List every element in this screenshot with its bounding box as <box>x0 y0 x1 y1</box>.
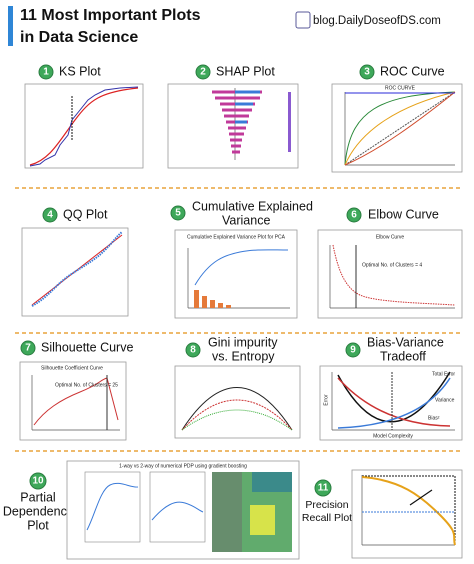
title-accent <box>8 6 13 46</box>
panel-title: Tradeoff <box>380 349 426 363</box>
badge-number: 3 <box>364 67 370 78</box>
title-line-1: 11 Most Important Plots <box>20 7 201 24</box>
badge <box>20 340 36 356</box>
panel-title: vs. Entropy <box>212 349 275 363</box>
plot-title: Silhouette Coefficient Curve <box>41 365 103 371</box>
plot-annotation: Optimal No. of Clusters = 25 <box>55 382 118 388</box>
shap-plot <box>167 83 299 169</box>
panel-title: Bias-Variance <box>367 335 444 349</box>
y-axis-label: Error <box>323 394 329 405</box>
pca-plot <box>174 229 298 319</box>
bias-variance-plot <box>319 365 463 441</box>
badge-number: 6 <box>351 210 357 221</box>
badge <box>29 472 47 490</box>
panel-title: SHAP Plot <box>216 64 275 78</box>
panel-title: Recall Plot <box>302 512 352 524</box>
badge <box>345 342 361 358</box>
badge-number: 11 <box>318 483 329 494</box>
badge-number: 8 <box>190 345 196 356</box>
plot-label: Total Error <box>432 371 455 377</box>
panel-title: ROC Curve <box>380 64 445 78</box>
panel-title: QQ Plot <box>63 207 108 221</box>
panel-title: Plot <box>27 518 49 532</box>
silhouette-plot <box>19 361 127 441</box>
panel-title: Cumulative Explained <box>192 199 313 213</box>
panel-title: Gini impurity <box>208 335 278 349</box>
site-icon <box>295 11 311 29</box>
plot-title: 1-way vs 2-way of numerical PDP using gr… <box>119 463 247 469</box>
title-line-2: in Data Science <box>20 29 138 46</box>
panel-title: KS Plot <box>59 64 101 78</box>
badge-number: 2 <box>200 67 206 78</box>
badge-number: 1 <box>43 67 49 78</box>
plot-label: ROC CURVE <box>385 85 416 91</box>
ks-plot <box>24 83 144 169</box>
badge-number: 10 <box>32 476 44 487</box>
roc-plot <box>331 83 463 173</box>
badge <box>346 207 362 223</box>
badge <box>170 205 186 221</box>
badge-number: 9 <box>350 345 356 356</box>
panel-title: Partial <box>20 490 55 504</box>
panel-title: Silhouette Curve <box>41 340 133 354</box>
qq-plot <box>21 227 129 317</box>
badge <box>195 64 211 80</box>
badge-number: 7 <box>25 343 31 354</box>
badge <box>38 64 54 80</box>
badge <box>42 207 58 223</box>
plot-label: Variance <box>435 397 455 403</box>
x-axis-label: Model Complexity <box>373 433 413 439</box>
plot-annotation: Optimal No. of Clusters = 4 <box>362 262 422 268</box>
elbow-plot <box>317 229 463 319</box>
panel-title: Dependency <box>3 504 74 518</box>
badge <box>185 342 201 358</box>
gini-plot <box>174 365 301 439</box>
badge-number: 4 <box>47 210 53 221</box>
plot-label: Bias² <box>428 415 440 421</box>
panel-title: Variance <box>222 213 270 227</box>
pr-plot <box>351 469 463 559</box>
plot-title: Cumulative Explained Variance Plot for P… <box>187 234 286 240</box>
panel-title: Elbow Curve <box>368 207 439 221</box>
badge <box>314 479 332 497</box>
badge-number: 5 <box>175 208 181 219</box>
pdp-plot <box>66 460 300 560</box>
site: blog.DailyDoseofDS.com <box>313 15 441 27</box>
panel-title: Precision <box>305 499 348 511</box>
badge <box>359 64 375 80</box>
plot-title: Elbow Curve <box>376 234 405 240</box>
